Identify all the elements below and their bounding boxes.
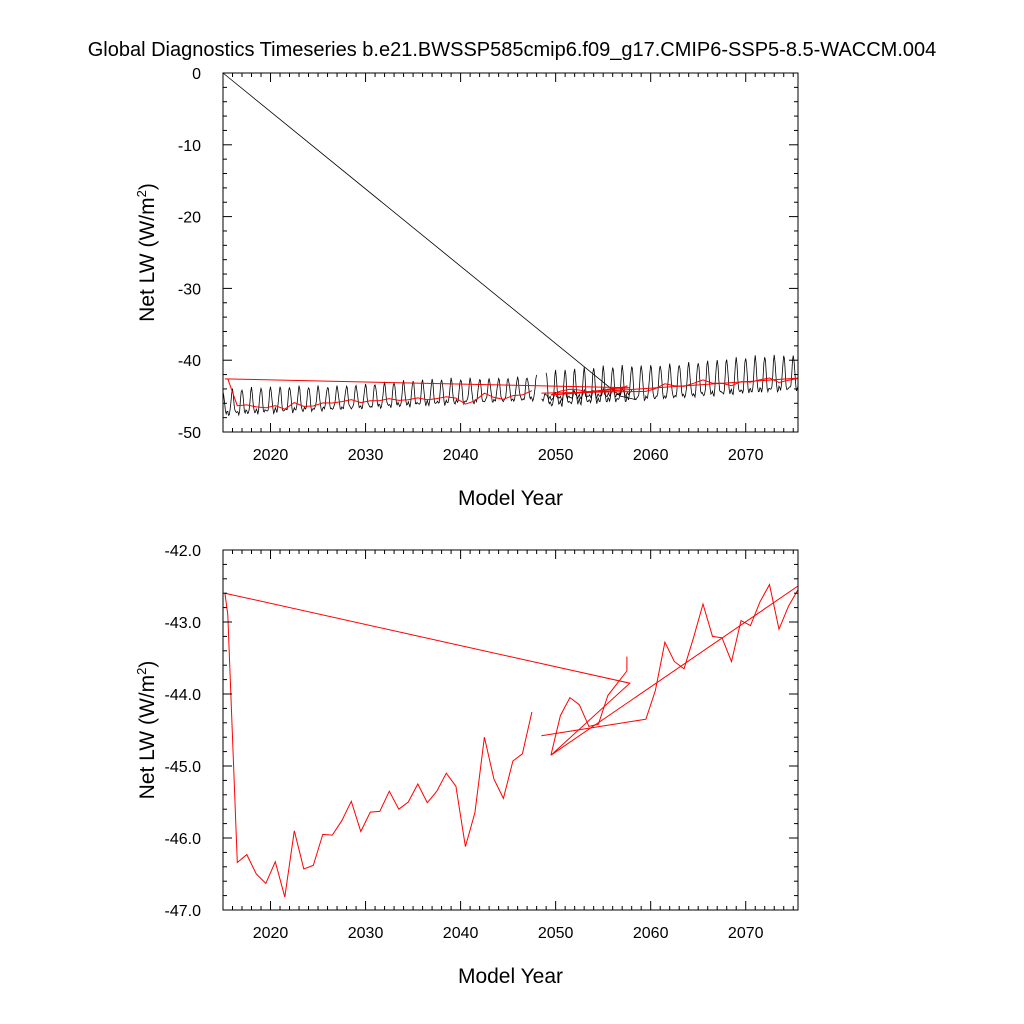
y-tick-label: -47.0 — [165, 903, 202, 920]
bottom-panel: 2020 2030 2040 2050 2060 2070 -42.0 -43.0 -44.0 -… — [134, 543, 799, 988]
y-tick-label: -44.0 — [165, 687, 202, 704]
y-axis-title-tail: ) — [136, 183, 159, 190]
y-tick-label: -40 — [178, 353, 201, 370]
series-annual-c-line — [541, 583, 799, 737]
y-tick-label: -10 — [178, 138, 201, 155]
y-tick-label: -43.0 — [165, 615, 202, 632]
x-tick-label: 2040 — [443, 447, 479, 464]
plot-frame — [222, 72, 799, 433]
series-annual-line — [224, 593, 533, 898]
y-axis-title-main: Net LW (W/m — [136, 197, 159, 321]
x-tick-label: 2070 — [728, 925, 764, 942]
x-tick-label: 2030 — [348, 925, 384, 942]
series-annual-wrap-line — [224, 377, 799, 396]
chart-title: Global Diagnostics Timeseries b.e21.BWSS… — [88, 39, 937, 61]
y-axis-title-sup: 2 — [134, 668, 149, 675]
x-tick-label: 2070 — [728, 447, 764, 464]
y-axis-title: Net LW (W/m2) — [134, 183, 159, 322]
plot-frame — [222, 549, 799, 911]
y-tick-label: -46.0 — [165, 831, 202, 848]
y-tick-label: -45.0 — [165, 759, 202, 776]
y-tick-label: 0 — [192, 66, 201, 83]
y-axis-title-tail: ) — [136, 661, 159, 668]
x-tick-label: 2020 — [253, 925, 289, 942]
x-tick-label: 2060 — [633, 447, 669, 464]
y-tick-label: -42.0 — [165, 543, 202, 560]
series-monthly-segment-0 — [222, 374, 537, 417]
y-tick-label: -30 — [178, 281, 201, 298]
x-tick-label: 2060 — [633, 925, 669, 942]
y-axis-title-sup: 2 — [134, 190, 149, 197]
series-annual-line — [227, 378, 533, 410]
series-annual-wrap-line — [224, 585, 799, 756]
y-tick-label: -20 — [178, 210, 201, 227]
x-tick-label: 2050 — [538, 925, 574, 942]
x-tick-label: 2020 — [253, 447, 289, 464]
y-axis-title: Net LW (W/m2) — [134, 661, 159, 800]
y-axis-title-main: Net LW (W/m — [136, 675, 159, 799]
x-axis-title: Model Year — [458, 487, 563, 510]
x-tick-label: 2050 — [538, 447, 574, 464]
series-monthly-wrap-line — [222, 72, 637, 401]
series-monthly-segment-2 — [545, 354, 799, 407]
series-annual-b-line — [550, 656, 628, 756]
x-tick-label: 2040 — [443, 925, 479, 942]
y-tick-label: -50 — [178, 425, 201, 442]
x-tick-label: 2030 — [348, 447, 384, 464]
x-axis-title: Model Year — [458, 965, 563, 988]
top-panel: 2020 2030 2040 2050 2060 2070 0 -10 -20 -30 -40 -50… — [134, 66, 799, 510]
